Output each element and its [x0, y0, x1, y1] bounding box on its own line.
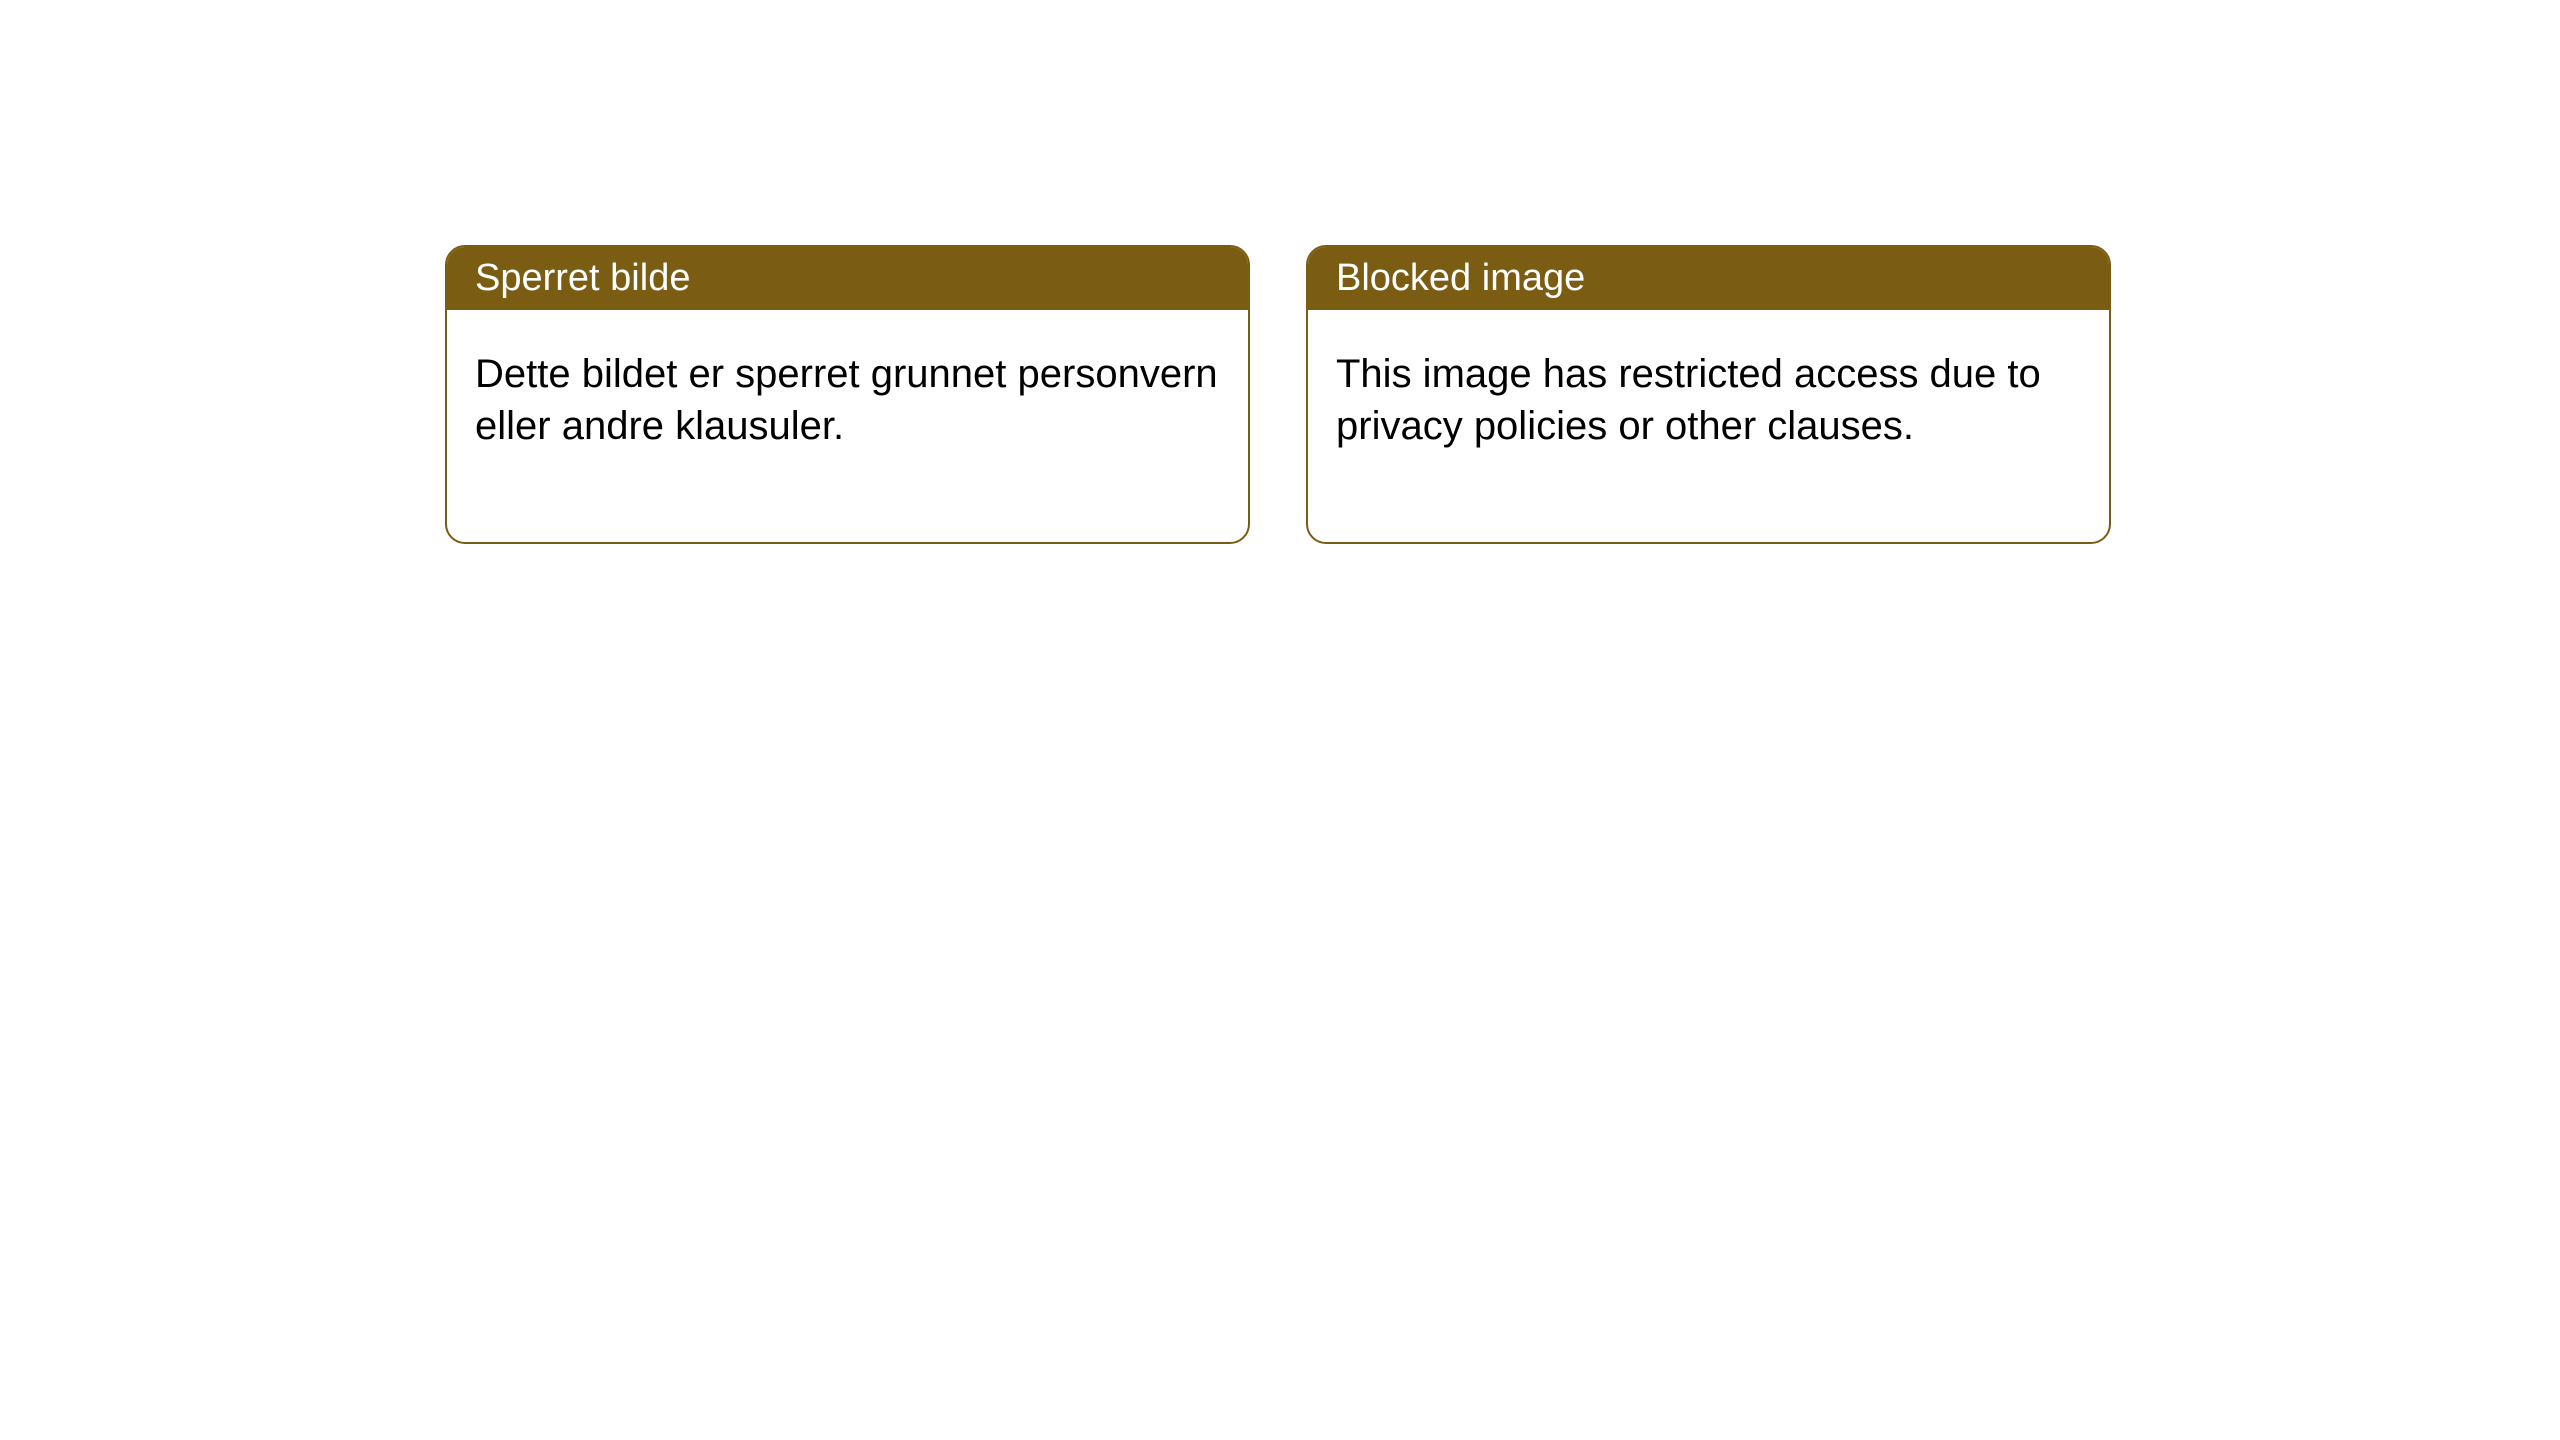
notice-body: This image has restricted access due to …	[1308, 310, 2109, 542]
notice-card-english: Blocked image This image has restricted …	[1306, 245, 2111, 544]
notice-title: Sperret bilde	[447, 247, 1248, 310]
notice-title: Blocked image	[1308, 247, 2109, 310]
notice-container: Sperret bilde Dette bildet er sperret gr…	[0, 0, 2560, 544]
notice-body: Dette bildet er sperret grunnet personve…	[447, 310, 1248, 542]
notice-card-norwegian: Sperret bilde Dette bildet er sperret gr…	[445, 245, 1250, 544]
